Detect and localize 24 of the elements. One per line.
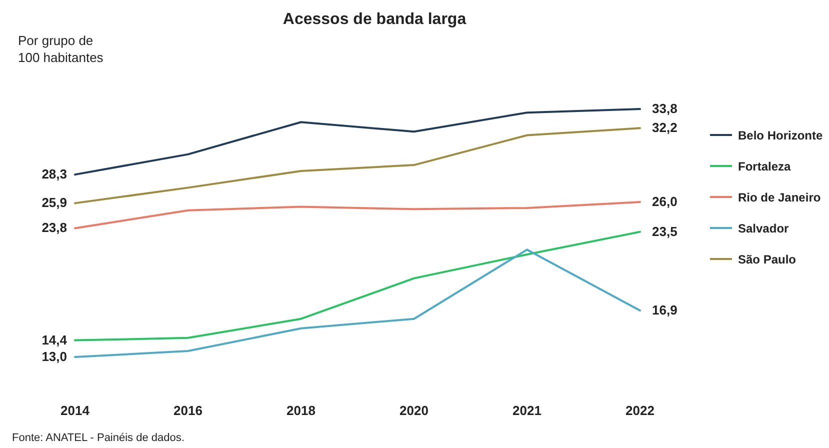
x-tick-label: 2022 (626, 403, 654, 418)
data-label: 14,4 (42, 332, 68, 348)
source-note: Fonte: ANATEL - Painéis de dados. (12, 432, 184, 444)
legend-label: Salvador (738, 222, 790, 236)
data-label: 28,3 (42, 166, 67, 182)
x-tick-label: 2014 (60, 403, 90, 418)
data-label: 25,9 (42, 195, 67, 210)
data-label: 26,0 (652, 194, 678, 209)
legend-label: Fortaleza (738, 160, 792, 174)
data-label: 16,9 (652, 302, 678, 318)
data-label: 33,8 (652, 101, 678, 116)
x-tick-label: 2020 (400, 403, 428, 418)
legend-label: Belo Horizonte (738, 128, 823, 142)
x-tick-label: 2018 (286, 403, 316, 418)
x-tick-label: 2021 (512, 403, 542, 418)
legend-label: Rio de Janeiro (738, 190, 821, 204)
data-label: 23,5 (652, 224, 678, 239)
x-tick-label: 2016 (174, 403, 202, 418)
data-label: 13,0 (42, 349, 67, 364)
data-label: 32,2 (652, 120, 678, 136)
legend-label: São Paulo (738, 252, 796, 266)
chart-title: Acessos de banda larga (282, 11, 466, 28)
data-label: 23,8 (42, 220, 67, 236)
y-axis-title: Por grupo de 100 habitantes (18, 33, 104, 65)
